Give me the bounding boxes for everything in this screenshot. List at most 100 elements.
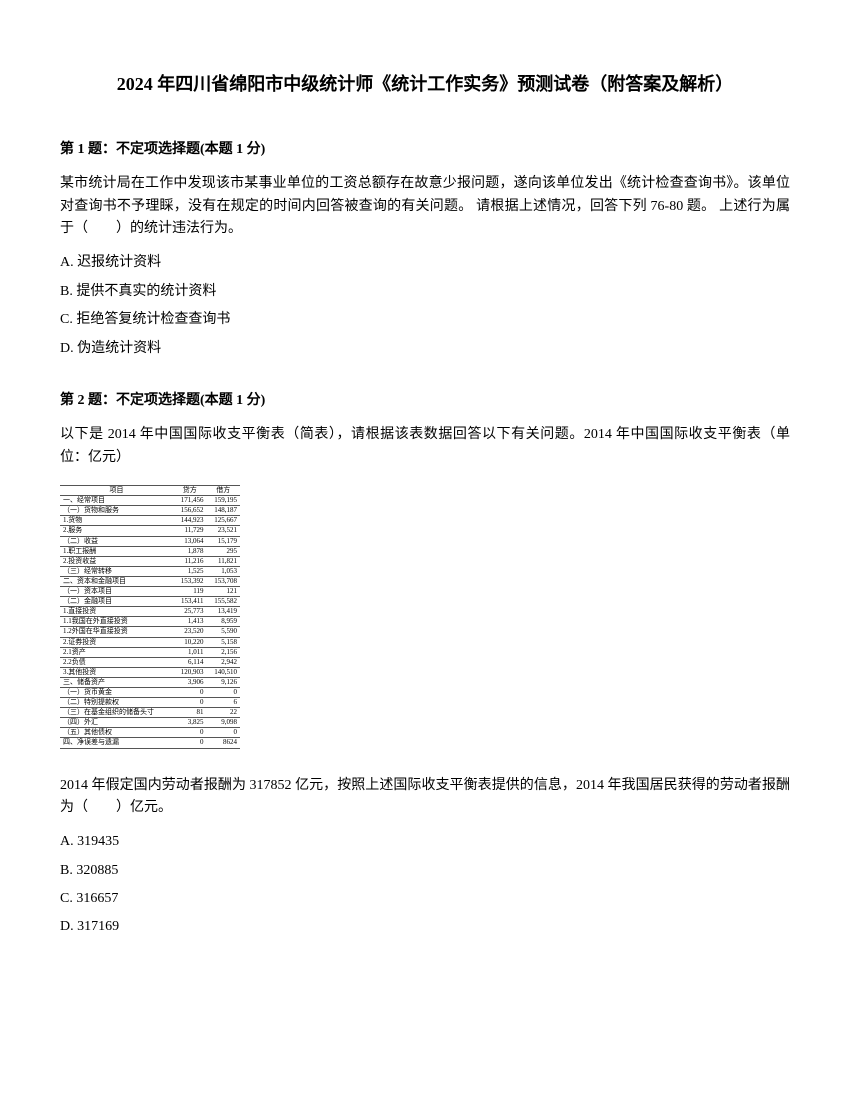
q2-option-c: C. 316657 [60, 888, 790, 910]
cell-debit: 13,419 [206, 607, 240, 617]
balance-table-container: 项目 贷方 借方 一、经常项目171,456159,195（一）货物和服务156… [60, 485, 790, 748]
cell-debit: 11,821 [206, 556, 240, 566]
q2-stem-1: 以下是 2014 年中国国际收支平衡表（简表），请根据该表数据回答以下有关问题。… [60, 424, 790, 469]
table-row: （一）货币黄金00 [60, 687, 240, 697]
table-row: （二）金融项目153,411155,582 [60, 597, 240, 607]
q2-option-d: D. 317169 [60, 916, 790, 938]
cell-label: 1.直接投资 [60, 607, 173, 617]
cell-label: 2.2负债 [60, 657, 173, 667]
q2-header: 第 2 题：不定项选择题(本题 1 分) [60, 390, 790, 412]
cell-credit: 1,413 [173, 617, 206, 627]
cell-credit: 11,729 [173, 526, 206, 536]
cell-credit: 10,220 [173, 637, 206, 647]
cell-credit: 81 [173, 708, 206, 718]
balance-table: 项目 贷方 借方 一、经常项目171,456159,195（一）货物和服务156… [60, 485, 240, 748]
cell-debit: 15,179 [206, 536, 240, 546]
cell-label: （一）货物和服务 [60, 506, 173, 516]
cell-label: 2.证券投资 [60, 637, 173, 647]
q1-stem: 某市统计局在工作中发现该市某事业单位的工资总额存在故意少报问题，遂向该单位发出《… [60, 173, 790, 240]
cell-debit: 121 [206, 587, 240, 597]
table-row: 2.2负债6,1142,942 [60, 657, 240, 667]
cell-debit: 153,708 [206, 576, 240, 586]
cell-credit: 0 [173, 738, 206, 748]
table-row: 二、资本和金融项目153,392153,708 [60, 576, 240, 586]
cell-label: 三、储备资产 [60, 677, 173, 687]
table-body: 一、经常项目171,456159,195（一）货物和服务156,652148,1… [60, 496, 240, 748]
cell-credit: 156,652 [173, 506, 206, 516]
cell-debit: 5,158 [206, 637, 240, 647]
cell-credit: 13,064 [173, 536, 206, 546]
page-title: 2024 年四川省绵阳市中级统计师《统计工作实务》预测试卷（附答案及解析） [60, 70, 790, 99]
q1-option-a: A. 迟报统计资料 [60, 252, 790, 274]
table-header-row: 项目 贷方 借方 [60, 486, 240, 496]
table-row: 2.投资收益11,21611,821 [60, 556, 240, 566]
cell-label: 1.货物 [60, 516, 173, 526]
cell-debit: 125,667 [206, 516, 240, 526]
cell-debit: 9,098 [206, 718, 240, 728]
th-debit: 借方 [206, 486, 240, 496]
cell-label: 1.2外国在华直接投资 [60, 627, 173, 637]
cell-credit: 1,878 [173, 546, 206, 556]
q2-stem-2: 2014 年假定国内劳动者报酬为 317852 亿元，按照上述国际收支平衡表提供… [60, 775, 790, 820]
cell-label: 2.1资产 [60, 647, 173, 657]
table-row: 3.其他投资120,903140,510 [60, 667, 240, 677]
table-row: 1.2外国在华直接投资23,5205,590 [60, 627, 240, 637]
cell-credit: 144,923 [173, 516, 206, 526]
table-row: （二）特别提款权06 [60, 698, 240, 708]
cell-label: （二）金融项目 [60, 597, 173, 607]
cell-credit: 171,456 [173, 496, 206, 506]
cell-label: 1.1我国在外直接投资 [60, 617, 173, 627]
cell-debit: 1,053 [206, 566, 240, 576]
table-row: 2.服务11,72923,521 [60, 526, 240, 536]
table-row: 1.直接投资25,77313,419 [60, 607, 240, 617]
q1-options: A. 迟报统计资料 B. 提供不真实的统计资料 C. 拒绝答复统计检查查询书 D… [60, 252, 790, 360]
cell-label: 2.投资收益 [60, 556, 173, 566]
table-row: 1.职工报酬1,878295 [60, 546, 240, 556]
question-1: 第 1 题：不定项选择题(本题 1 分) 某市统计局在工作中发现该市某事业单位的… [60, 139, 790, 360]
q2-option-b: B. 320885 [60, 860, 790, 882]
q1-header: 第 1 题：不定项选择题(本题 1 分) [60, 139, 790, 161]
cell-debit: 295 [206, 546, 240, 556]
th-credit: 贷方 [173, 486, 206, 496]
q2-options: A. 319435 B. 320885 C. 316657 D. 317169 [60, 831, 790, 939]
table-row: 2.1资产1,0112,156 [60, 647, 240, 657]
q1-option-b: B. 提供不真实的统计资料 [60, 281, 790, 303]
cell-credit: 0 [173, 728, 206, 738]
cell-credit: 153,392 [173, 576, 206, 586]
cell-debit: 2,942 [206, 657, 240, 667]
cell-debit: 155,582 [206, 597, 240, 607]
cell-label: （三）在基金组织的储备头寸 [60, 708, 173, 718]
table-row: （三）在基金组织的储备头寸8122 [60, 708, 240, 718]
cell-credit: 0 [173, 687, 206, 697]
cell-credit: 153,411 [173, 597, 206, 607]
table-row: （一）货物和服务156,652148,187 [60, 506, 240, 516]
q1-option-c: C. 拒绝答复统计检查查询书 [60, 309, 790, 331]
table-row: 三、储备资产3,9069,126 [60, 677, 240, 687]
q2-option-a: A. 319435 [60, 831, 790, 853]
cell-debit: 0 [206, 728, 240, 738]
th-item: 项目 [60, 486, 173, 496]
cell-debit: 9,126 [206, 677, 240, 687]
table-row: （五）其他债权00 [60, 728, 240, 738]
cell-credit: 0 [173, 698, 206, 708]
cell-credit: 119 [173, 587, 206, 597]
table-row: 四、净误差与遗漏08624 [60, 738, 240, 748]
cell-label: （一）资本项目 [60, 587, 173, 597]
cell-label: （四）外汇 [60, 718, 173, 728]
cell-label: 四、净误差与遗漏 [60, 738, 173, 748]
cell-credit: 25,773 [173, 607, 206, 617]
cell-debit: 5,590 [206, 627, 240, 637]
table-row: 一、经常项目171,456159,195 [60, 496, 240, 506]
cell-debit: 23,521 [206, 526, 240, 536]
q1-option-d: D. 伪造统计资料 [60, 338, 790, 360]
cell-label: （五）其他债权 [60, 728, 173, 738]
table-row: 1.1我国在外直接投资1,4138,959 [60, 617, 240, 627]
table-row: （四）外汇3,8259,098 [60, 718, 240, 728]
table-row: （一）资本项目119121 [60, 587, 240, 597]
table-row: （三）经常转移1,5251,053 [60, 566, 240, 576]
cell-label: （二）特别提款权 [60, 698, 173, 708]
cell-credit: 3,906 [173, 677, 206, 687]
cell-debit: 8,959 [206, 617, 240, 627]
cell-label: 1.职工报酬 [60, 546, 173, 556]
cell-debit: 159,195 [206, 496, 240, 506]
